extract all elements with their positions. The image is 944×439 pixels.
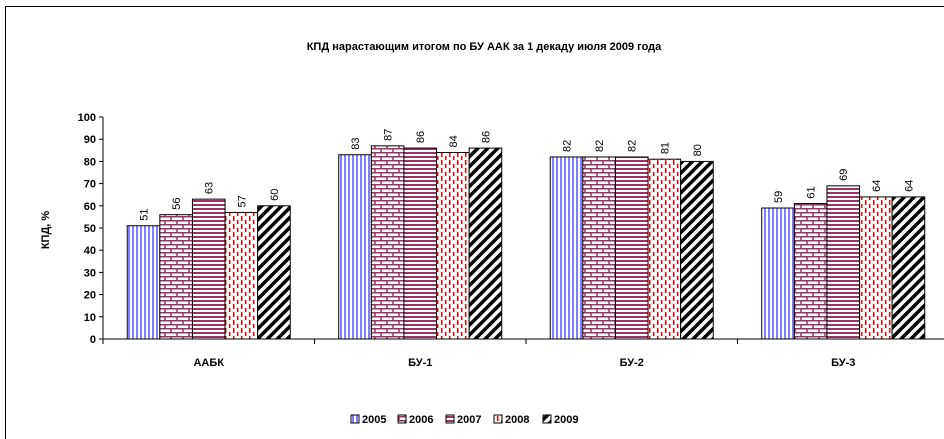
bar	[403, 147, 438, 340]
bar-value-label: 86	[480, 131, 492, 143]
bar-value-label: 82	[627, 140, 639, 152]
bar-value-label: 56	[171, 197, 183, 209]
bar-value-label: 86	[415, 131, 427, 143]
bar	[436, 152, 470, 340]
legend: 2005 2006 2007 2008 2009	[350, 414, 578, 426]
legend-swatch	[493, 414, 503, 424]
y-tick-label: 100	[78, 112, 96, 124]
bar	[549, 156, 584, 340]
bar	[191, 198, 226, 340]
bar-value-label: 64	[903, 180, 915, 192]
bar-value-label: 57	[236, 195, 248, 207]
bar	[647, 158, 682, 340]
bar	[859, 196, 893, 340]
bar-value-label: 63	[204, 182, 216, 194]
bar	[159, 214, 193, 340]
category-label: БУ-2	[620, 357, 644, 369]
y-tick-label: 30	[84, 267, 96, 279]
legend-swatch	[350, 414, 360, 424]
legend-label: 2008	[505, 414, 529, 426]
bar-value-label: 80	[692, 144, 704, 156]
legend-swatch	[542, 414, 552, 424]
bar	[468, 147, 503, 340]
category-label: ААБК	[193, 357, 224, 369]
bar	[793, 203, 828, 340]
y-tick-label: 70	[84, 179, 96, 191]
bar	[338, 154, 372, 340]
chart-title: КПД нарастающим итогом по БУ ААК за 1 де…	[307, 41, 662, 53]
y-tick-label: 10	[84, 312, 96, 324]
y-tick-label: 50	[84, 223, 96, 235]
legend-label: 2005	[362, 414, 386, 426]
category-label: БУ-1	[408, 357, 432, 369]
bar	[126, 225, 161, 340]
bar-value-label: 83	[350, 137, 362, 149]
bar-value-label: 64	[871, 180, 883, 192]
y-tick-label: 80	[84, 156, 96, 168]
bar-value-label: 60	[269, 189, 281, 201]
y-tick-label: 40	[84, 245, 96, 257]
bar	[680, 160, 714, 340]
legend-label: 2007	[457, 414, 481, 426]
bar-value-label: 59	[773, 191, 785, 203]
legend-swatch	[397, 414, 407, 424]
bar-value-label: 84	[448, 135, 460, 147]
bar	[761, 207, 795, 340]
bar-value-label: 81	[659, 142, 671, 154]
bar-value-label: 87	[383, 129, 395, 141]
y-tick-label: 90	[84, 134, 96, 146]
bar	[582, 156, 616, 340]
y-tick-label: 20	[84, 290, 96, 302]
legend-swatch	[445, 414, 455, 424]
bar	[370, 145, 405, 340]
bar	[224, 211, 259, 340]
bar-value-label: 61	[806, 186, 818, 198]
x-axis: ААБК БУ-1 БУ-2 БУ-3	[102, 338, 944, 369]
legend-label: 2009	[554, 414, 578, 426]
bar	[614, 156, 649, 340]
bar	[891, 196, 926, 340]
y-tick-label: 0	[90, 334, 96, 346]
bar	[826, 185, 861, 340]
category-label: БУ-3	[831, 357, 855, 369]
bar-value-label: 69	[838, 169, 850, 181]
y-axis-label: КПД, %	[40, 211, 52, 250]
bar-value-label: 51	[139, 209, 151, 221]
data-labels: 51 83 82 59 56 87 82 61 63 86 82 69 57 84 81 64 60 86 80 64	[139, 129, 916, 221]
bar-value-label: 82	[594, 140, 606, 152]
y-axis: 0 10 20 30 40 50 60 70 80 90 100	[78, 112, 104, 346]
y-tick-label: 60	[84, 201, 96, 213]
legend-label: 2006	[409, 414, 433, 426]
bar	[257, 205, 291, 340]
bar-value-label: 82	[562, 140, 574, 152]
